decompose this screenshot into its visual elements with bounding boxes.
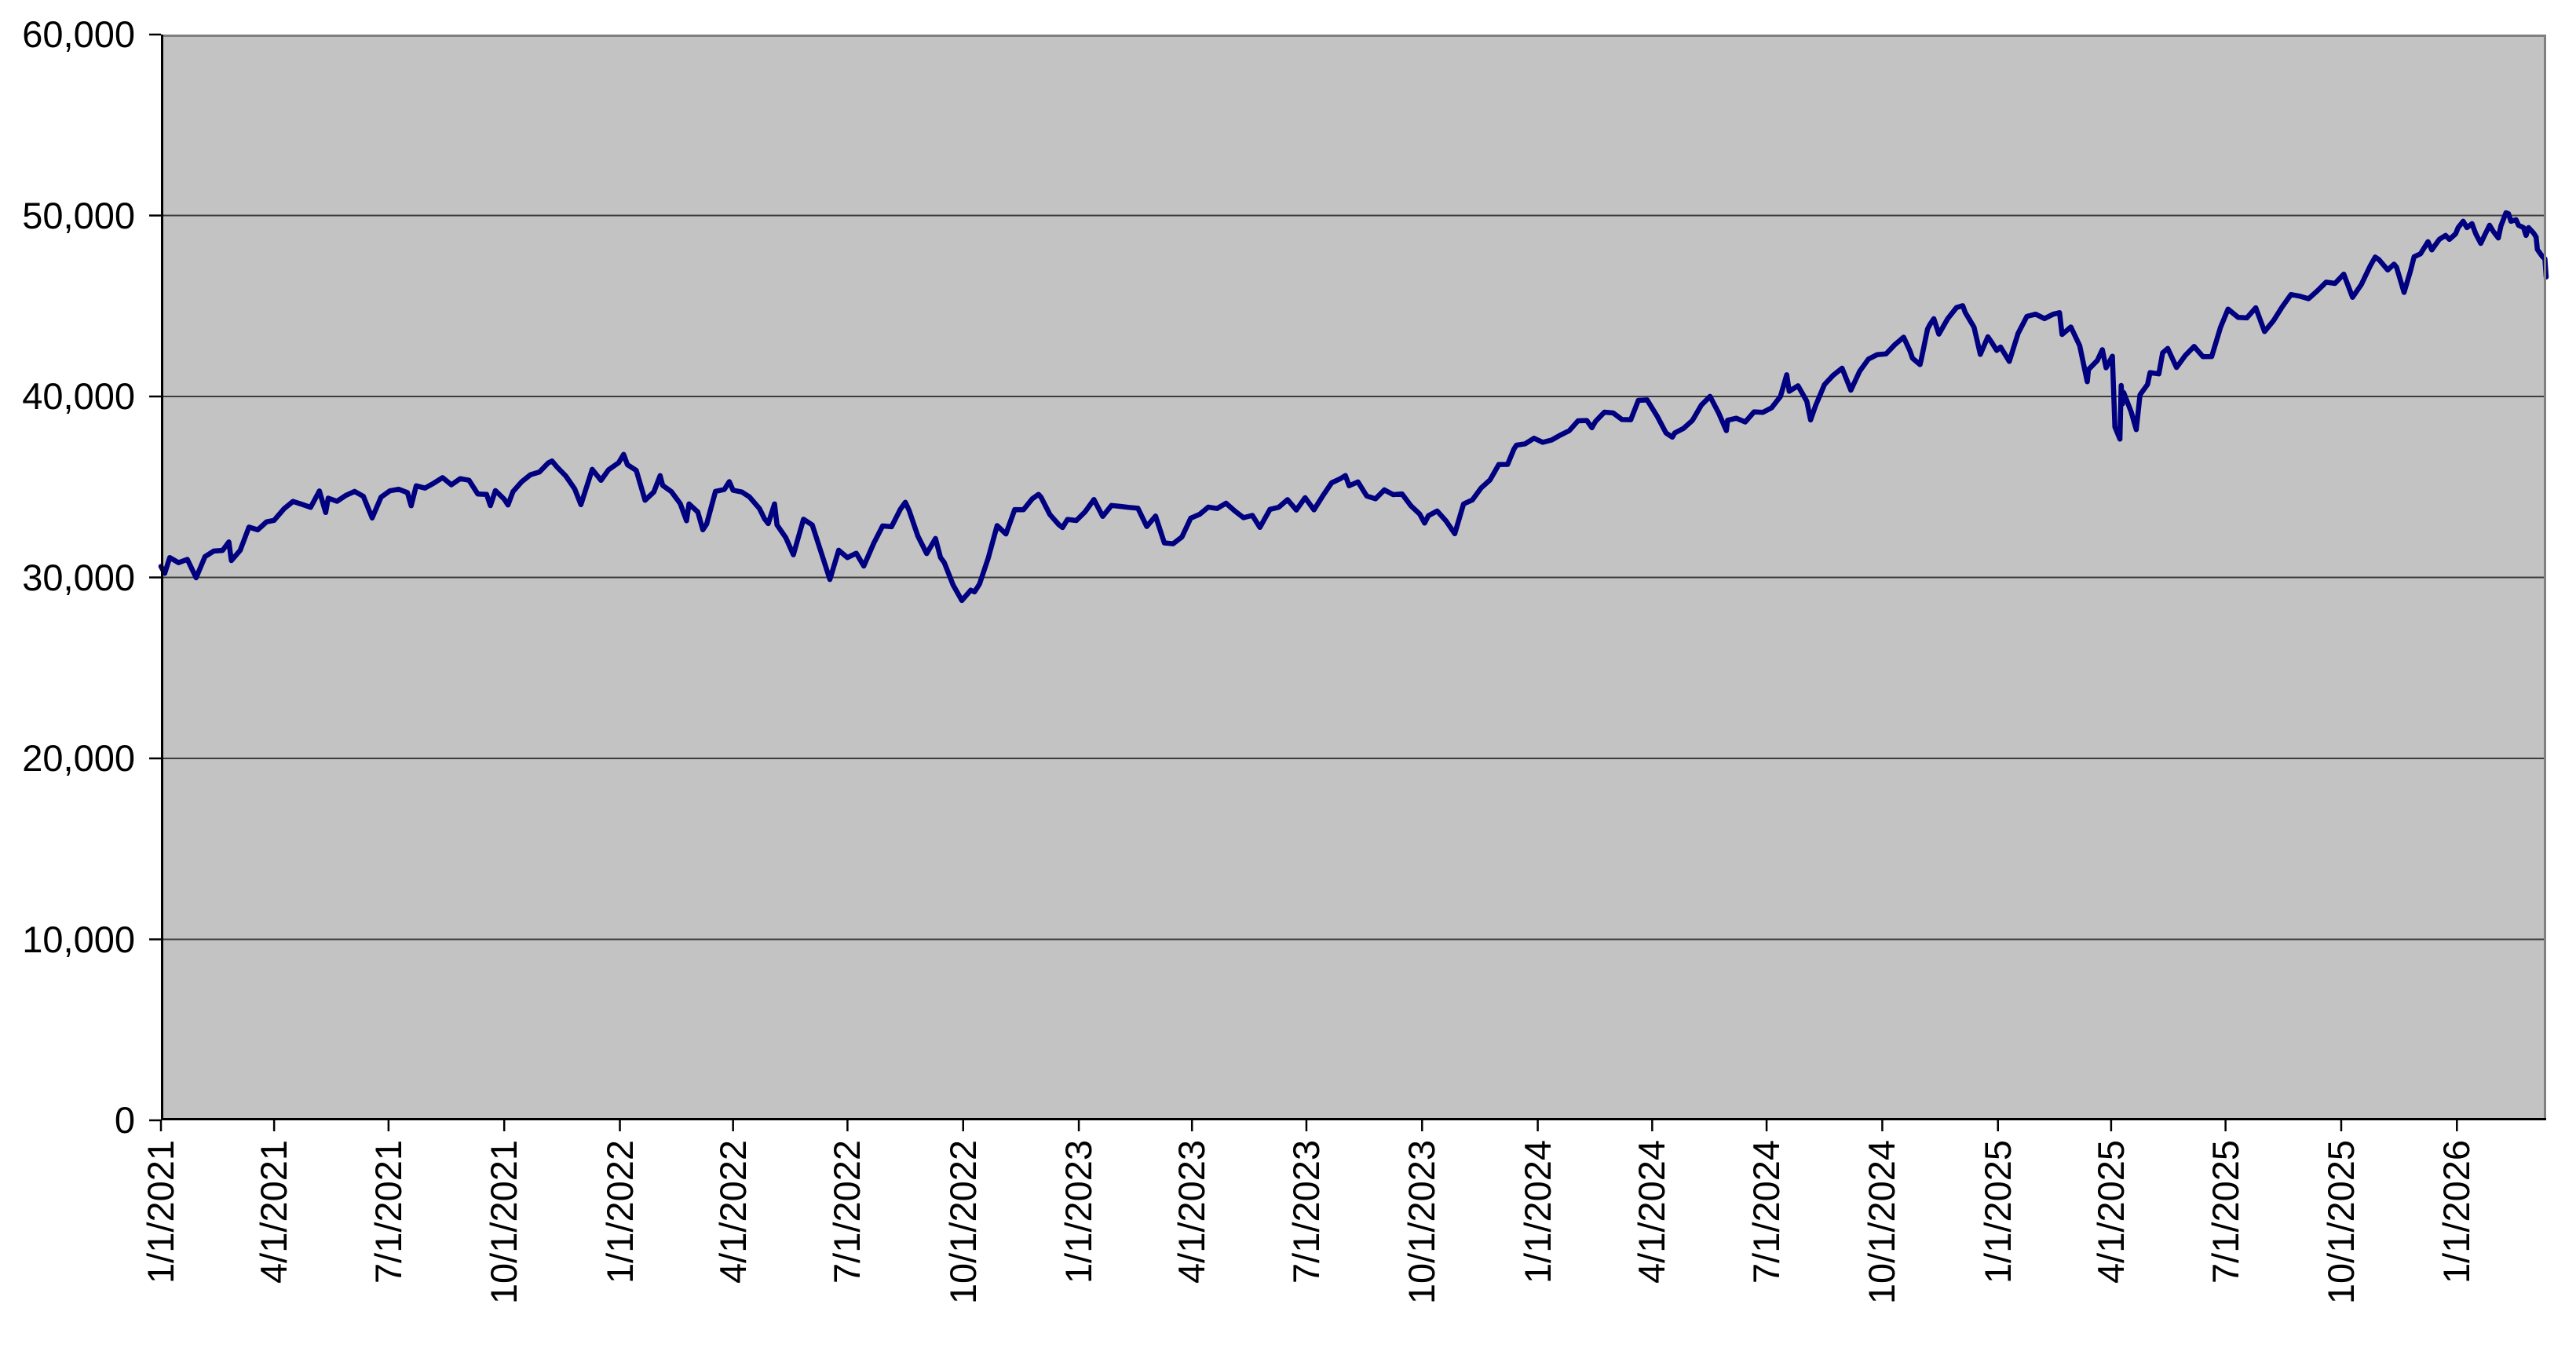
y-axis-tick-label: 40,000 — [22, 375, 135, 417]
x-axis-tick-label: 7/1/2024 — [1745, 1140, 1788, 1284]
x-axis-tick-label: 10/1/2025 — [2319, 1140, 2362, 1305]
x-axis-tick-label: 10/1/2021 — [483, 1140, 525, 1305]
x-axis-tick-label: 1/1/2026 — [2435, 1140, 2478, 1284]
x-axis-tick-label: 4/1/2025 — [2089, 1140, 2132, 1284]
x-axis-tick-label: 7/1/2021 — [367, 1140, 409, 1284]
x-axis-tick-label: 10/1/2023 — [1401, 1140, 1443, 1305]
y-axis-tick-label: 60,000 — [22, 13, 135, 55]
y-axis-tick-label: 30,000 — [22, 556, 135, 598]
x-axis-tick-label: 1/1/2022 — [598, 1140, 641, 1284]
x-axis-tick-label: 10/1/2024 — [1861, 1140, 1903, 1305]
x-axis-tick-label: 7/1/2022 — [826, 1140, 868, 1284]
x-axis-tick-label: 4/1/2024 — [1631, 1140, 1673, 1284]
y-axis-tick-label: 50,000 — [22, 194, 135, 236]
x-axis-tick-label: 4/1/2022 — [711, 1140, 754, 1284]
x-axis-tick-label: 7/1/2025 — [2204, 1140, 2246, 1284]
data-series-line — [158, 210, 2549, 604]
x-axis-tick-label: 4/1/2021 — [253, 1140, 295, 1284]
x-axis-tick-label: 10/1/2022 — [941, 1140, 984, 1305]
y-axis-tick-label: 10,000 — [22, 918, 135, 960]
y-axis-tick-label: 0 — [114, 1099, 135, 1141]
x-axis-tick-label: 4/1/2023 — [1171, 1140, 1213, 1284]
x-axis-tick-label: 1/1/2025 — [1976, 1140, 2019, 1284]
x-axis-tick-label: 1/1/2023 — [1058, 1140, 1100, 1284]
x-axis-tick-label: 7/1/2023 — [1284, 1140, 1327, 1284]
y-axis-tick-label: 20,000 — [22, 737, 135, 779]
x-axis-tick-label: 1/1/2024 — [1516, 1140, 1558, 1284]
x-axis-tick-label: 1/1/2021 — [140, 1140, 181, 1284]
